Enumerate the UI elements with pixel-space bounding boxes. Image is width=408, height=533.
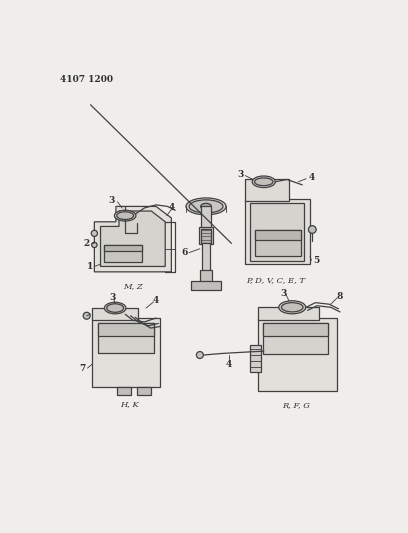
Text: 5: 5 xyxy=(313,256,319,265)
Polygon shape xyxy=(100,211,165,266)
Text: 2: 2 xyxy=(84,239,90,248)
Bar xyxy=(200,270,212,282)
Polygon shape xyxy=(257,318,337,391)
Bar xyxy=(104,245,142,251)
Text: 4: 4 xyxy=(226,360,232,369)
Bar xyxy=(202,243,210,272)
Ellipse shape xyxy=(279,301,306,314)
Bar xyxy=(104,245,142,262)
Text: P, D, V, C, E, T: P, D, V, C, E, T xyxy=(246,276,305,284)
Bar xyxy=(98,324,154,336)
Ellipse shape xyxy=(106,304,124,312)
Ellipse shape xyxy=(189,200,223,213)
Text: 3: 3 xyxy=(237,169,244,179)
Bar xyxy=(257,306,319,320)
Bar xyxy=(255,230,301,256)
Text: 4: 4 xyxy=(153,296,159,305)
Polygon shape xyxy=(244,199,310,264)
Text: 1: 1 xyxy=(87,262,94,271)
Bar xyxy=(191,281,222,290)
Text: R, F, G: R, F, G xyxy=(282,401,310,409)
Ellipse shape xyxy=(252,176,275,188)
Bar xyxy=(250,345,261,372)
Polygon shape xyxy=(94,206,171,272)
Bar xyxy=(98,324,154,353)
Bar xyxy=(263,324,328,336)
Ellipse shape xyxy=(201,203,211,209)
Bar xyxy=(92,318,160,387)
Text: 3: 3 xyxy=(280,289,286,298)
Text: 4: 4 xyxy=(308,173,315,182)
Ellipse shape xyxy=(117,212,134,220)
Bar xyxy=(202,206,211,228)
Bar xyxy=(244,180,289,201)
Bar xyxy=(118,387,131,395)
Bar xyxy=(255,230,301,240)
Ellipse shape xyxy=(282,303,303,312)
Circle shape xyxy=(92,242,97,248)
Circle shape xyxy=(83,312,90,319)
Text: 3: 3 xyxy=(108,196,115,205)
Ellipse shape xyxy=(114,210,136,221)
Text: H, K: H, K xyxy=(120,400,138,408)
Text: 6: 6 xyxy=(181,248,188,257)
Circle shape xyxy=(91,230,98,237)
Text: 4: 4 xyxy=(168,204,175,213)
Bar xyxy=(137,387,151,395)
Text: 8: 8 xyxy=(337,292,343,301)
Bar xyxy=(201,229,211,243)
Text: 4107 1200: 4107 1200 xyxy=(60,75,113,84)
Circle shape xyxy=(308,225,316,233)
Bar xyxy=(263,324,328,354)
Ellipse shape xyxy=(186,198,226,215)
Text: 3: 3 xyxy=(109,293,115,302)
Circle shape xyxy=(196,352,203,359)
Ellipse shape xyxy=(104,302,126,314)
Bar xyxy=(199,227,213,244)
Text: 7: 7 xyxy=(80,364,86,373)
Text: M, Z: M, Z xyxy=(123,282,143,290)
Bar xyxy=(92,308,138,320)
Ellipse shape xyxy=(255,178,273,185)
Bar xyxy=(250,203,304,261)
